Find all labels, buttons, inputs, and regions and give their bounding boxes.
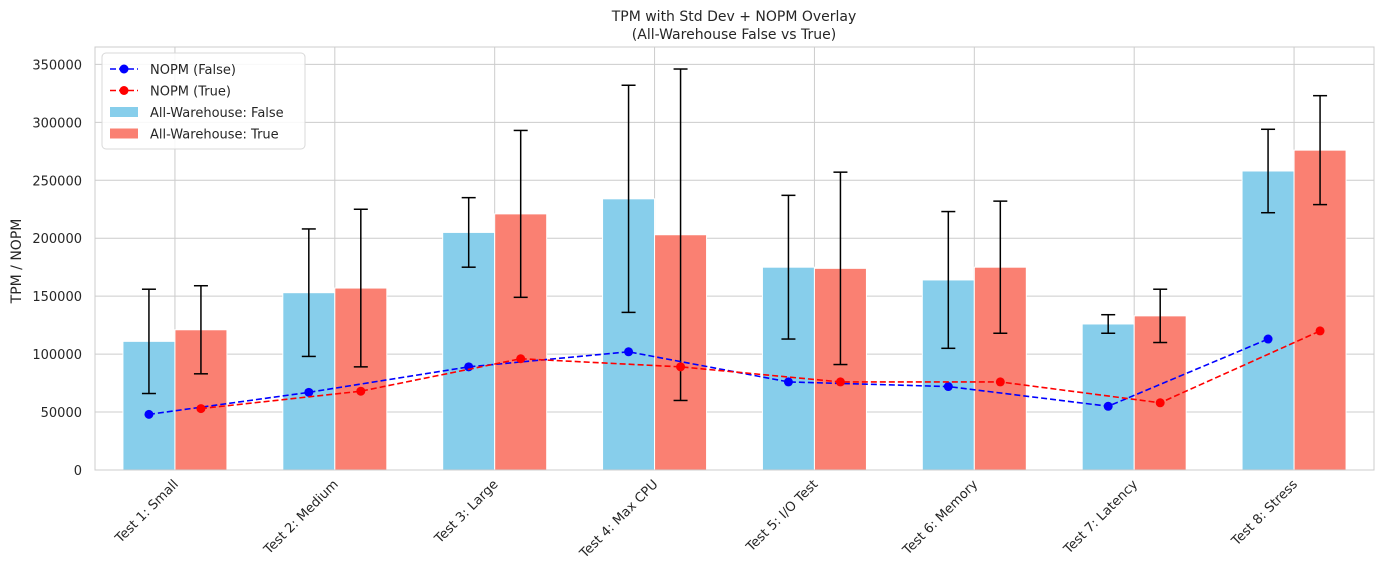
x-tick-label: Test 8: Stress xyxy=(1228,477,1301,550)
legend-bar-swatch xyxy=(110,128,138,139)
y-tick-label: 150000 xyxy=(32,290,82,305)
nopm-point xyxy=(676,362,686,372)
legend-label: NOPM (False) xyxy=(150,63,236,78)
legend-label: All-Warehouse: False xyxy=(150,106,284,121)
bar-false xyxy=(1081,323,1135,471)
x-tick-label: Test 1: Small xyxy=(112,477,182,547)
plot-frame xyxy=(94,46,1375,471)
legend-label: All-Warehouse: True xyxy=(150,128,279,143)
nopm-line-true xyxy=(200,330,1321,410)
chart-title: TPM with Std Dev + NOPM Overlay xyxy=(611,9,857,25)
chart-subtitle: (All-Warehouse False vs True) xyxy=(632,27,836,43)
legend-box xyxy=(101,52,306,150)
nopm-line-false xyxy=(148,338,1269,416)
error-bar-layer xyxy=(141,68,1328,402)
nopm-point xyxy=(1263,334,1273,344)
x-tick-label: Test 4: Max CPU xyxy=(577,477,662,562)
legend-marker xyxy=(119,86,129,95)
nopm-point xyxy=(1103,401,1113,411)
y-tick-label: 300000 xyxy=(32,116,82,131)
y-tick-label: 350000 xyxy=(32,58,82,73)
nopm-point xyxy=(356,386,366,396)
nopm-point xyxy=(304,387,314,397)
nopm-point xyxy=(624,347,634,357)
line-layer xyxy=(144,326,1325,419)
legend-marker xyxy=(119,64,129,74)
y-tick-label: 50000 xyxy=(41,406,82,421)
nopm-point xyxy=(943,382,953,392)
x-tick-label: Test 7: Latency xyxy=(1060,477,1141,558)
legend-label: NOPM (True) xyxy=(150,85,231,100)
nopm-point xyxy=(835,377,845,387)
x-tick-label: Test 5: I/O Test xyxy=(743,477,821,555)
y-tick-label: 250000 xyxy=(32,174,82,189)
y-tick-label: 100000 xyxy=(32,348,82,363)
bar-false xyxy=(442,231,496,471)
bar-layer xyxy=(122,149,1347,471)
nopm-point xyxy=(516,354,526,364)
legend: NOPM (False) NOPM (True) All-Warehouse: Fa… xyxy=(101,52,306,150)
nopm-point xyxy=(144,409,154,419)
y-axis-label: TPM / NOPM xyxy=(9,219,25,305)
x-tick-label: Test 2: Medium xyxy=(261,477,342,558)
y-tick-label: 200000 xyxy=(32,232,82,247)
legend-bar-swatch xyxy=(110,107,138,117)
nopm-point xyxy=(995,377,1005,387)
x-tick-label: Test 3: Large xyxy=(431,477,501,547)
y-tick-label: 0 xyxy=(74,464,82,479)
nopm-point xyxy=(1315,326,1325,336)
nopm-point xyxy=(783,377,793,387)
nopm-point xyxy=(196,404,206,414)
nopm-point xyxy=(1155,398,1165,408)
x-tick-label: Test 6: Memory xyxy=(900,477,982,559)
bar-false xyxy=(1241,170,1295,471)
